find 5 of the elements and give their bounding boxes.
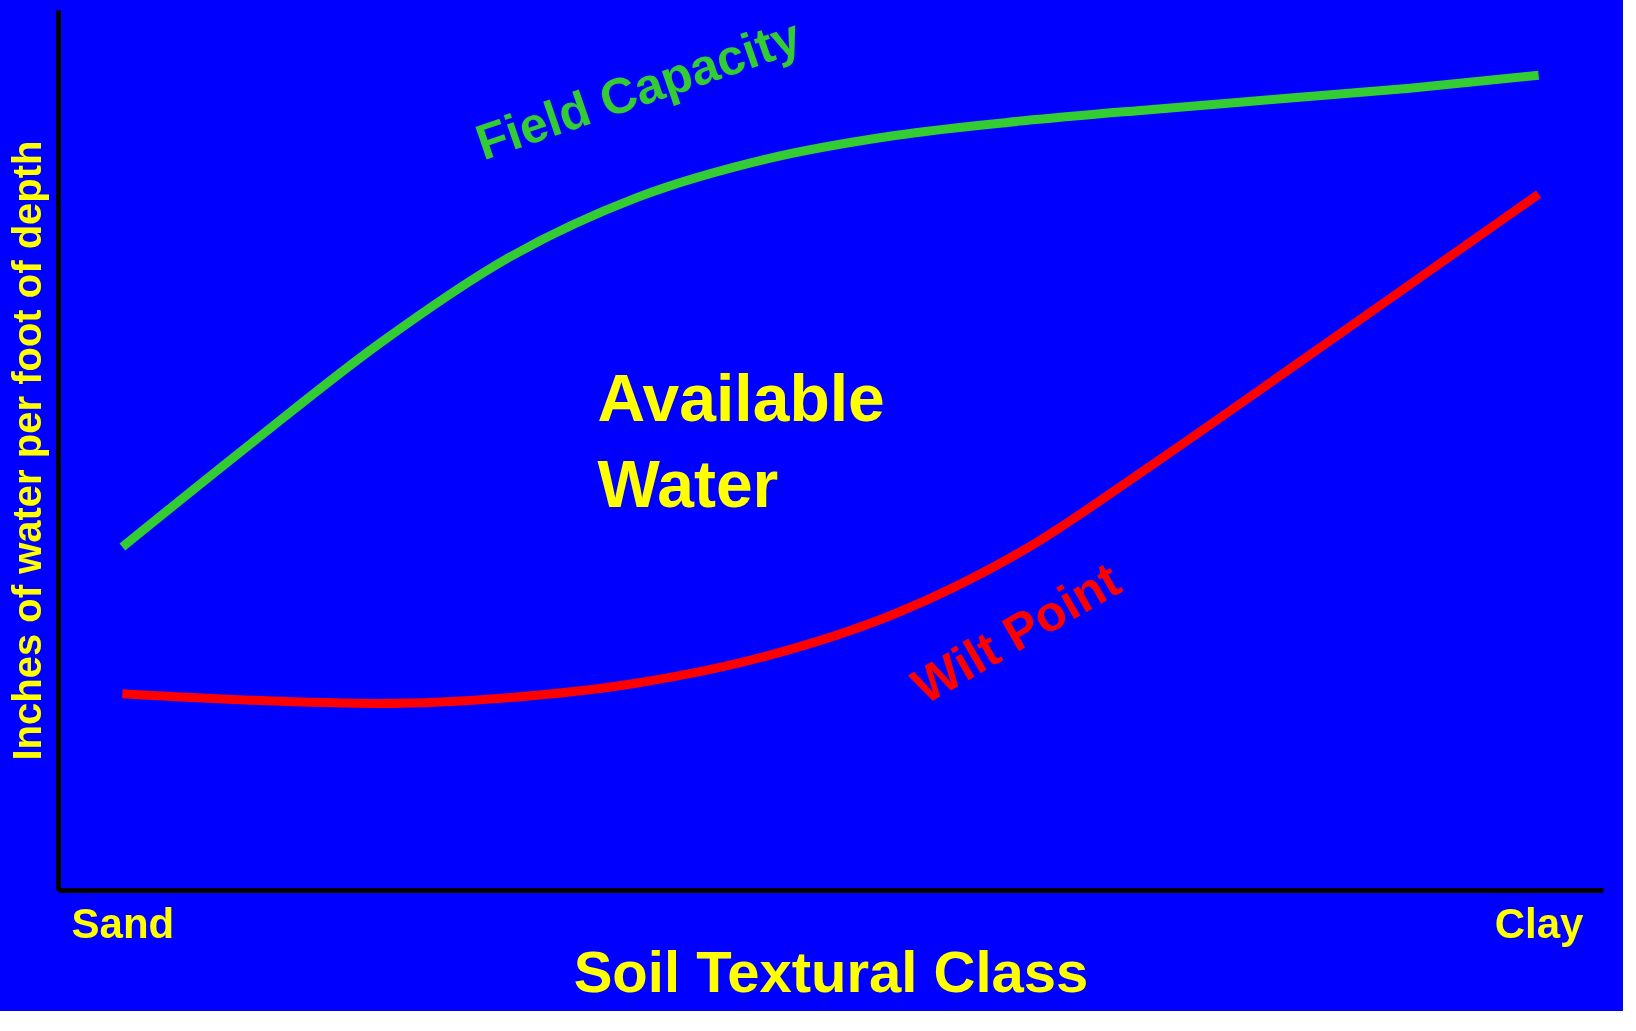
x-axis-title: Soil Textural Class: [573, 938, 1089, 1004]
annotation: Available Water: [597, 361, 885, 522]
x-tick-label: Clay: [1494, 899, 1585, 947]
x-tick-label: Sand: [71, 899, 175, 947]
y-axis-title: Inches of water per foot of depth: [4, 140, 49, 761]
